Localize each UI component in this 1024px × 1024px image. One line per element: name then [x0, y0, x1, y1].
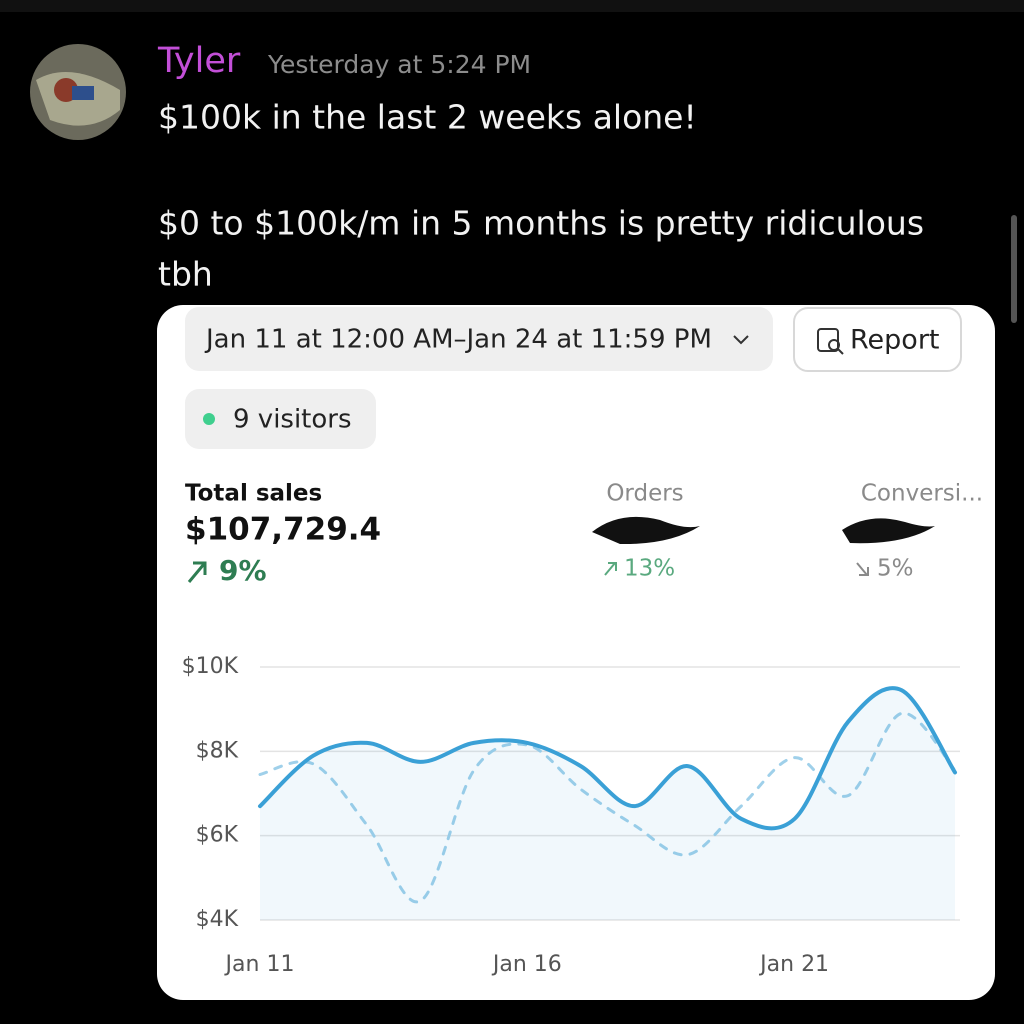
report-label: Report [850, 325, 940, 356]
line [258, 686, 957, 831]
live-dot [203, 413, 215, 425]
y-tick-label: $6K [196, 823, 239, 848]
chart: $4K $6K $8K $10K Jan 11 Jan 16 Jan 21 [182, 654, 960, 977]
author[interactable]: Tyler [157, 41, 241, 81]
up-arrow [187, 561, 207, 583]
message-line: $100k in the last 2 weeks alone! [158, 98, 697, 137]
x-tick-label: Jan 21 [758, 952, 829, 977]
metric-change: 9% [219, 554, 267, 587]
chevron [733, 335, 749, 345]
message-line: $0 to $100k/m in 5 months is pretty ridi… [158, 204, 924, 243]
line [258, 711, 957, 904]
redaction [842, 518, 935, 544]
date-picker[interactable] [185, 307, 773, 371]
metric-change: 5% [877, 556, 914, 582]
report-icon [817, 328, 844, 355]
area [260, 688, 955, 920]
metric-value: $107,729.4 [185, 512, 381, 548]
scrollbar [1011, 215, 1017, 323]
x-tick-label: Jan 11 [224, 952, 295, 977]
avatar[interactable] [30, 44, 126, 140]
metric-label: Orders [606, 481, 683, 507]
visitors-pill[interactable] [185, 389, 376, 449]
y-tick-label: $4K [196, 907, 239, 932]
metric-label: Conversi... [861, 481, 983, 507]
y-tick-label: $8K [196, 738, 239, 763]
x-tick-label: Jan 16 [491, 952, 562, 977]
metric-change: 13% [624, 556, 675, 582]
message-line: tbh [158, 255, 213, 294]
up-arrow [604, 562, 617, 576]
visitors: 9 visitors [233, 405, 352, 435]
redaction [592, 516, 700, 545]
timestamp: Yesterday at 5:24 PM [267, 50, 531, 79]
top-bar [0, 0, 1024, 12]
y-tick-label: $10K [182, 654, 239, 679]
report-button[interactable] [793, 307, 962, 372]
metric-label: Total sales [185, 481, 322, 507]
date-range: Jan 11 at 12:00 AM–Jan 24 at 11:59 PM [204, 325, 712, 355]
down-arrow [856, 562, 869, 576]
